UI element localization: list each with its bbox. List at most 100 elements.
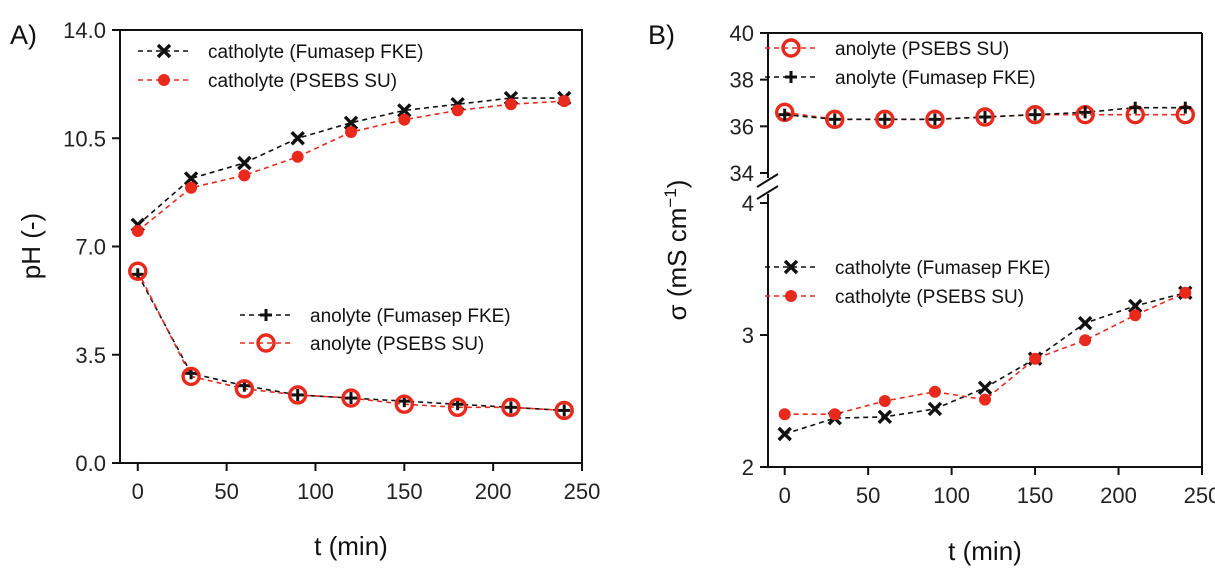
data-point (131, 225, 144, 238)
data-point (291, 388, 304, 401)
legend-label: catholyte (PSEBS SU) (208, 71, 397, 92)
x-tick-label: 200 (1100, 483, 1137, 508)
data-point (777, 426, 792, 442)
y-tick-label: 14.0 (63, 18, 106, 43)
data-point (234, 379, 255, 399)
data-point (287, 385, 308, 405)
legend-marker (781, 38, 801, 58)
legend-label: catholyte (Fumasep FKE) (208, 42, 423, 63)
data-point (128, 261, 148, 281)
x-tick-label: 150 (386, 479, 423, 504)
legend-entry: anolyte (PSEBS SU) (765, 38, 1009, 60)
y-tick-label: 2 (742, 455, 754, 480)
data-point (778, 408, 791, 421)
data-point (875, 109, 895, 130)
data-point (1079, 334, 1092, 347)
legend-marker (158, 74, 170, 86)
legend-marker (785, 71, 797, 83)
legend-entry: anolyte (Fumasep FKE) (765, 68, 1036, 89)
panel-a-label: A) (10, 20, 37, 50)
panel-b-label: B) (648, 20, 675, 50)
data-point (451, 104, 464, 117)
data-point (878, 395, 891, 407)
data-point (504, 98, 517, 111)
data-point (504, 401, 517, 414)
panel-b-x-axis-title: t (min) (948, 536, 1022, 566)
panel-a-series-lines (137, 97, 565, 412)
data-point (979, 393, 991, 406)
data-point (778, 108, 791, 121)
legend-entry: anolyte (Fumasep FKE) (240, 306, 511, 327)
legend-label: anolyte (PSEBS SU) (835, 39, 1009, 60)
data-point (1025, 104, 1045, 125)
x-tick-label: 200 (475, 479, 512, 504)
data-point (185, 181, 198, 194)
axis-break-icon (756, 173, 779, 200)
data-point (345, 126, 357, 139)
panel-a-ticks: 0 50 100 150 200 250 0.0 3.5 7.0 10.5 14.0 (63, 18, 600, 504)
data-point (877, 409, 893, 425)
legend-label: catholyte (Fumasep FKE) (835, 258, 1050, 279)
data-point (447, 397, 468, 418)
legend-label: anolyte (Fumasep FKE) (835, 68, 1036, 89)
y-tick-label: 38 (730, 68, 754, 93)
data-point (828, 113, 841, 126)
y-tick-label: 10.5 (63, 126, 106, 151)
data-point (345, 392, 357, 405)
legend-entry: catholyte (Fumasep FKE) (765, 258, 1050, 279)
series-line (784, 291, 1186, 435)
data-point (291, 150, 304, 163)
x-tick-label: 100 (297, 479, 334, 504)
panel-b-y-axis-title: σ (mS cm−1) (661, 180, 692, 321)
y-tick-label: 34 (730, 161, 754, 186)
data-point (927, 401, 943, 417)
y-tick-label: 36 (730, 114, 754, 139)
legend-entry: catholyte (PSEBS SU) (138, 71, 397, 92)
data-point (1128, 298, 1143, 314)
data-point (1029, 108, 1042, 121)
panel-a-data-points (128, 90, 574, 421)
series-line (137, 97, 565, 226)
y-tick-label: 4 (742, 191, 754, 216)
data-point (825, 109, 845, 130)
panel-b-legend: anolyte (PSEBS SU) anolyte (Fumasep FKE) c… (765, 38, 1050, 308)
data-point (558, 404, 571, 417)
panel-a-y-axis-title: pH (-) (16, 213, 46, 279)
y-tick-label: 3.5 (75, 343, 106, 368)
data-point (558, 95, 571, 108)
data-point (1179, 286, 1192, 299)
x-tick-label: 50 (214, 479, 238, 504)
legend-label: anolyte (Fumasep FKE) (310, 306, 511, 327)
data-point (1179, 101, 1192, 114)
x-tick-label: 0 (132, 479, 144, 504)
data-point (1129, 101, 1142, 114)
data-point (828, 408, 841, 421)
panel-a-chart: A) 0 50 100 150 200 250 0.0 3.5 7.0 10.5 14.0 cath… (10, 18, 600, 561)
x-tick-label: 250 (564, 479, 601, 504)
data-point (238, 169, 251, 182)
data-point (290, 131, 305, 146)
x-tick-label: 150 (1017, 483, 1054, 508)
data-point (343, 115, 359, 130)
y-tick-label: 0.0 (75, 451, 106, 476)
legend-entry: catholyte (PSEBS SU) (765, 287, 1024, 308)
data-point (878, 113, 891, 126)
legend-entry: catholyte (Fumasep FKE) (138, 42, 423, 63)
data-point (977, 380, 993, 396)
legend-label: catholyte (PSEBS SU) (835, 287, 1024, 308)
data-point (925, 109, 945, 130)
data-point (181, 366, 201, 387)
legend-label: anolyte (PSEBS SU) (310, 334, 484, 355)
data-point (237, 155, 252, 171)
data-point (928, 385, 941, 398)
panel-b-data-points (774, 101, 1196, 442)
data-point (1029, 352, 1042, 365)
x-tick-label: 100 (933, 483, 970, 508)
panel-a-legend: catholyte (Fumasep FKE) catholyte (PSEBS … (138, 42, 511, 355)
data-point (501, 397, 521, 418)
x-tick-label: 250 (1184, 483, 1215, 508)
x-tick-label: 50 (856, 483, 880, 508)
data-point (397, 103, 412, 118)
data-point (398, 113, 411, 126)
